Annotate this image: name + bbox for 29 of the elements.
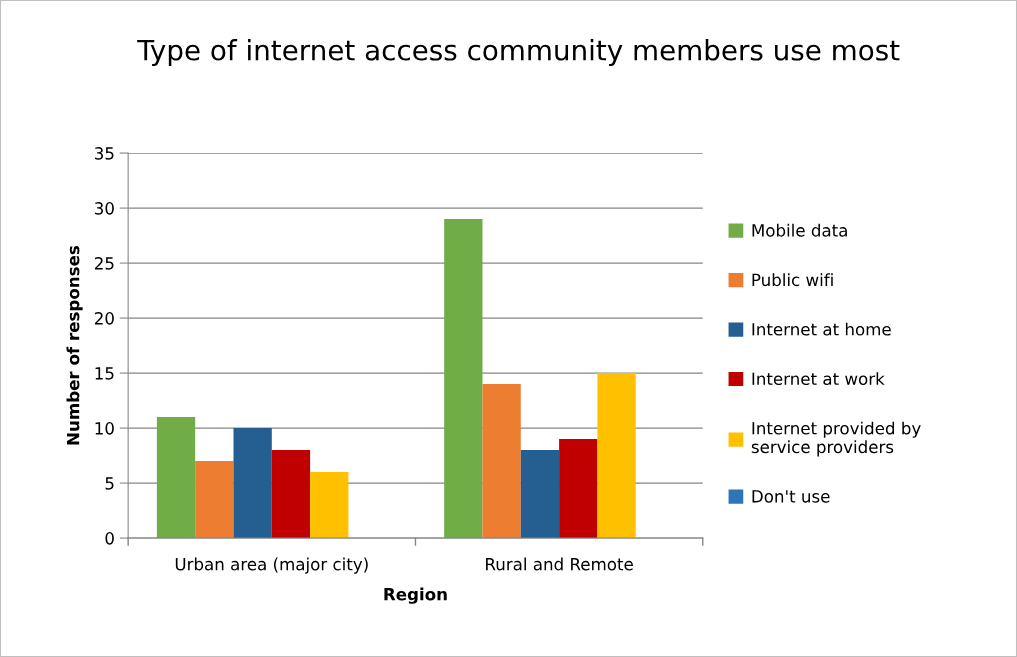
bar bbox=[233, 428, 272, 539]
x-tick-label: Rural and Remote bbox=[486, 557, 633, 571]
legend-label: Public wifi bbox=[752, 273, 833, 287]
bar bbox=[271, 450, 311, 539]
y-tick-label: 5 bbox=[105, 477, 114, 490]
chart-title: Type of internet access community members use most bbox=[137, 39, 900, 66]
legend-label: Internet at work bbox=[752, 372, 885, 386]
x-axis-title: Region bbox=[384, 587, 447, 604]
legend-label: Internet provided by service providers bbox=[751, 421, 921, 457]
bar bbox=[520, 450, 560, 539]
y-tick-label: 25 bbox=[94, 257, 114, 270]
bar bbox=[156, 417, 196, 539]
y-tick-label: 10 bbox=[95, 422, 114, 435]
bar bbox=[597, 373, 636, 539]
bar bbox=[444, 219, 483, 539]
bar bbox=[195, 461, 234, 539]
y-axis-title: Number of responses bbox=[66, 245, 83, 445]
bar bbox=[559, 439, 598, 539]
bar bbox=[310, 472, 349, 539]
y-tick-label: 30 bbox=[95, 202, 114, 215]
y-tick-label: 20 bbox=[94, 312, 114, 325]
y-tick-label: 35 bbox=[95, 147, 114, 160]
y-tick-label: 15 bbox=[95, 367, 114, 380]
legend-label: Internet at home bbox=[752, 322, 891, 336]
legend-label: Don't use bbox=[752, 490, 830, 503]
y-tick-label: 0 bbox=[105, 532, 114, 545]
bar bbox=[482, 384, 521, 539]
legend-label: Mobile data bbox=[752, 223, 847, 237]
x-tick-label: Urban area (major city) bbox=[175, 557, 368, 574]
